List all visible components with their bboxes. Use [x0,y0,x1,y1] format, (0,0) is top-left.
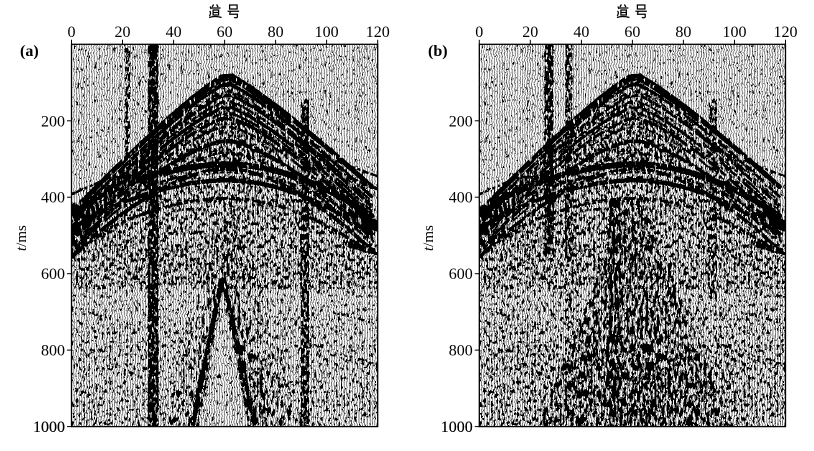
svg-text:60: 60 [217,24,233,41]
svg-text:1000: 1000 [33,419,65,436]
svg-text:120: 120 [774,24,798,41]
svg-text:40: 40 [166,24,182,41]
svg-text:800: 800 [449,343,473,360]
svg-text:1000: 1000 [33,419,65,436]
svg-text:200: 200 [449,113,473,130]
svg-text:100: 100 [315,24,339,41]
svg-text:40: 40 [573,24,589,41]
svg-text:0: 0 [68,24,76,41]
svg-text:200: 200 [41,113,65,130]
svg-text:1000: 1000 [441,419,473,436]
svg-text:20: 20 [522,24,538,41]
svg-text:400: 400 [41,190,65,207]
svg-text:800: 800 [41,343,65,360]
svg-text:(a): (a) [20,43,39,60]
svg-text:120: 120 [366,24,390,41]
svg-text:20: 20 [115,24,131,41]
svg-text:80: 80 [268,24,284,41]
svg-text:60: 60 [624,24,640,41]
svg-text:t/ms: t/ms [14,225,30,251]
svg-text:600: 600 [41,266,65,283]
svg-text:400: 400 [449,190,473,207]
svg-text:1000: 1000 [441,419,473,436]
svg-text:100: 100 [723,24,747,41]
svg-text:t/ms: t/ms [421,225,437,251]
svg-text:0: 0 [475,24,483,41]
svg-text:600: 600 [449,266,473,283]
svg-text:(b): (b) [428,43,448,60]
svg-text:80: 80 [675,24,691,41]
